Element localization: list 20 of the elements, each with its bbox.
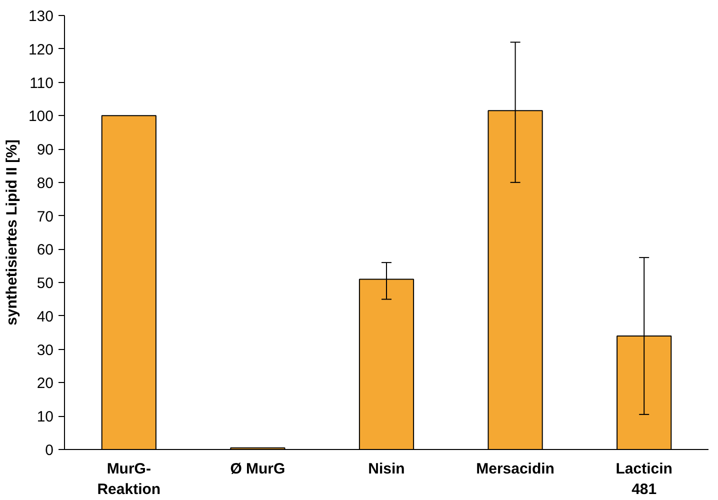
y-tick-label: 130: [28, 8, 54, 25]
y-tick-label: 120: [28, 41, 54, 58]
y-tick-label: 90: [36, 142, 54, 159]
y-tick-label: 0: [45, 442, 54, 459]
y-tick-label: 20: [36, 375, 54, 392]
x-tick-label: Mersacidin: [476, 460, 554, 478]
y-tick-label: 10: [36, 408, 54, 426]
y-tick-label: 70: [36, 208, 54, 226]
y-tick-label: 30: [36, 342, 54, 359]
y-axis-title: synthetisiertes Lipid II [%]: [3, 140, 20, 326]
x-tick-label: Nisin: [368, 460, 405, 478]
y-tick-label: 40: [36, 308, 54, 326]
y-tick-label: 80: [36, 174, 54, 192]
x-tick-label: MurG- Reaktion: [97, 460, 161, 498]
x-tick-label: Ø MurG: [230, 460, 286, 478]
y-tick-label: 50: [36, 275, 54, 292]
y-tick-label: 60: [36, 242, 54, 259]
y-tick-label: 100: [28, 108, 54, 126]
x-tick-label: Lacticin 481: [616, 460, 672, 498]
y-tick-label: 110: [30, 74, 54, 92]
